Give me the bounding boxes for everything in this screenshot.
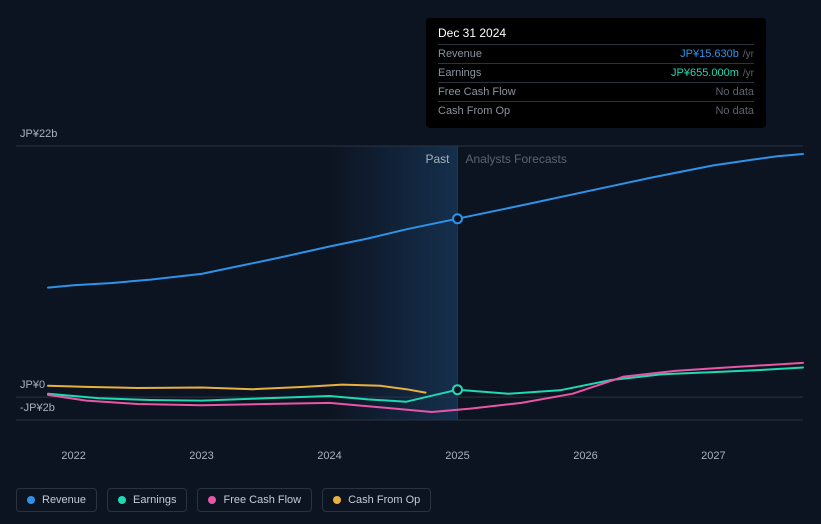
tooltip-row-label: Cash From Op <box>438 105 510 117</box>
chart-legend: Revenue Earnings Free Cash Flow Cash From O… <box>16 488 431 512</box>
legend-item[interactable]: Earnings <box>107 488 187 512</box>
legend-label: Free Cash Flow <box>223 494 301 506</box>
tooltip-row-label: Revenue <box>438 48 482 60</box>
chart-tooltip: Dec 31 2024 RevenueJP¥15.630b/yrEarnings… <box>426 18 766 128</box>
legend-dot-icon <box>333 496 341 504</box>
tooltip-row: Earnings JP¥655.000m/yr <box>438 63 754 82</box>
x-axis-label: 2024 <box>317 450 341 462</box>
past-section-label: Past <box>425 152 449 166</box>
tooltip-row-value: JP¥15.630b <box>680 48 739 60</box>
tooltip-rows: Revenue JP¥15.630b/yr Earnings JP¥655.000m /… <box>438 44 754 120</box>
tooltip-row: Free Cash Flow No data <box>438 82 754 101</box>
x-axis-label: 2022 <box>61 450 85 462</box>
y-axis-label: JP¥0 <box>20 379 45 391</box>
y-axis-label: JP¥22b <box>20 128 57 140</box>
tooltip-row-value: JP¥655.000m <box>671 67 739 79</box>
legend-item[interactable]: Revenue <box>16 488 97 512</box>
legend-label: Cash From Op <box>348 494 420 506</box>
legend-item[interactable]: Cash From Op <box>322 488 431 512</box>
tooltip-row-unit: /yr <box>743 49 754 60</box>
forecast-section-label: Analysts Forecasts <box>465 152 566 166</box>
legend-label: Revenue <box>42 494 86 506</box>
legend-dot-icon <box>27 496 35 504</box>
tooltip-row-unit: /yr <box>743 68 754 79</box>
tooltip-date: Dec 31 2024 <box>438 26 754 44</box>
financial-chart: Dec 31 2024 RevenueJP¥15.630b/yrEarnings… <box>0 0 821 524</box>
legend-item[interactable]: Free Cash Flow <box>197 488 312 512</box>
legend-dot-icon <box>118 496 126 504</box>
x-axis-label: 2026 <box>573 450 597 462</box>
tooltip-row-label: Free Cash Flow <box>438 86 516 98</box>
x-axis-label: 2025 <box>445 450 469 462</box>
tooltip-row: Revenue JP¥15.630b/yr <box>438 44 754 63</box>
legend-dot-icon <box>208 496 216 504</box>
legend-label: Earnings <box>133 494 176 506</box>
y-axis-label: -JP¥2b <box>20 402 55 414</box>
tooltip-row-nodata: No data <box>715 86 754 98</box>
tooltip-row: Cash From Op No data <box>438 101 754 120</box>
tooltip-row-nodata: No data <box>715 105 754 117</box>
x-axis-label: 2023 <box>189 450 213 462</box>
tooltip-row-label: Earnings <box>438 67 481 79</box>
x-axis-label: 2027 <box>701 450 725 462</box>
